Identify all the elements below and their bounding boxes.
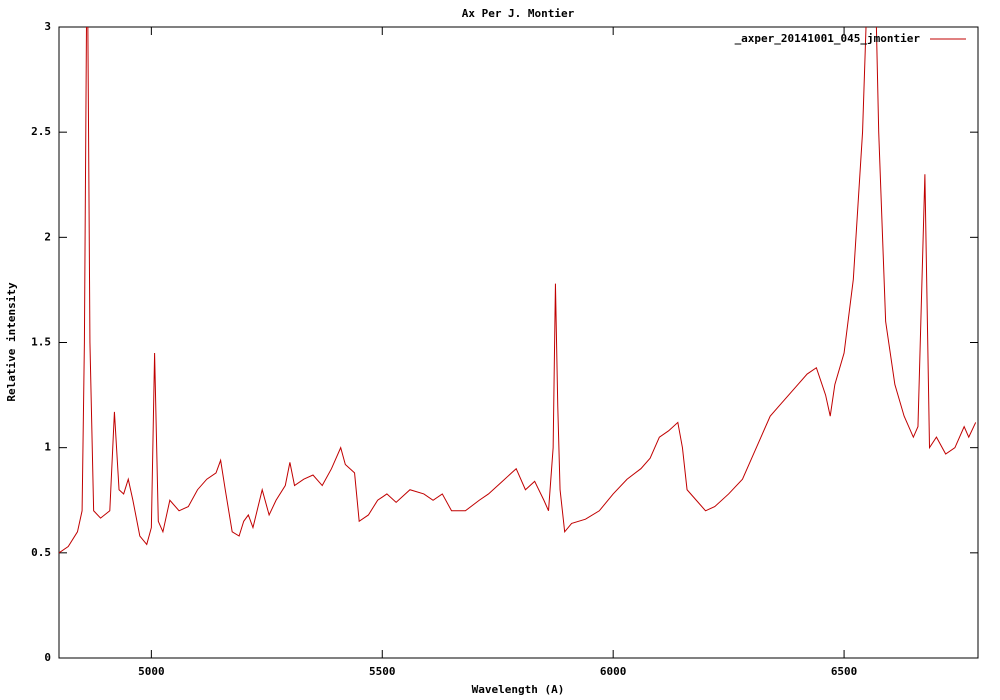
y-tick-label: 1 [44,441,51,454]
x-tick-label: 6000 [600,665,627,678]
data-line [59,27,977,554]
y-tick-label: 3 [44,20,51,33]
chart-title: Ax Per J. Montier [462,7,575,20]
x-tick-label: 5500 [369,665,396,678]
y-tick-label: 2 [44,230,51,243]
y-tick-label: 1.5 [31,336,51,349]
y-tick-label: 0.5 [31,546,51,559]
x-tick-label: 6500 [831,665,858,678]
y-tick-label: 0 [44,651,51,664]
y-axis-label: Relative intensity [5,282,18,402]
legend-label: _axper_20141001_045_jmontier [735,32,921,45]
y-tick-label: 2.5 [31,125,51,138]
x-axis-label: Wavelength (A) [472,683,565,696]
plot-frame [58,26,979,659]
x-tick-label: 5000 [138,665,165,678]
